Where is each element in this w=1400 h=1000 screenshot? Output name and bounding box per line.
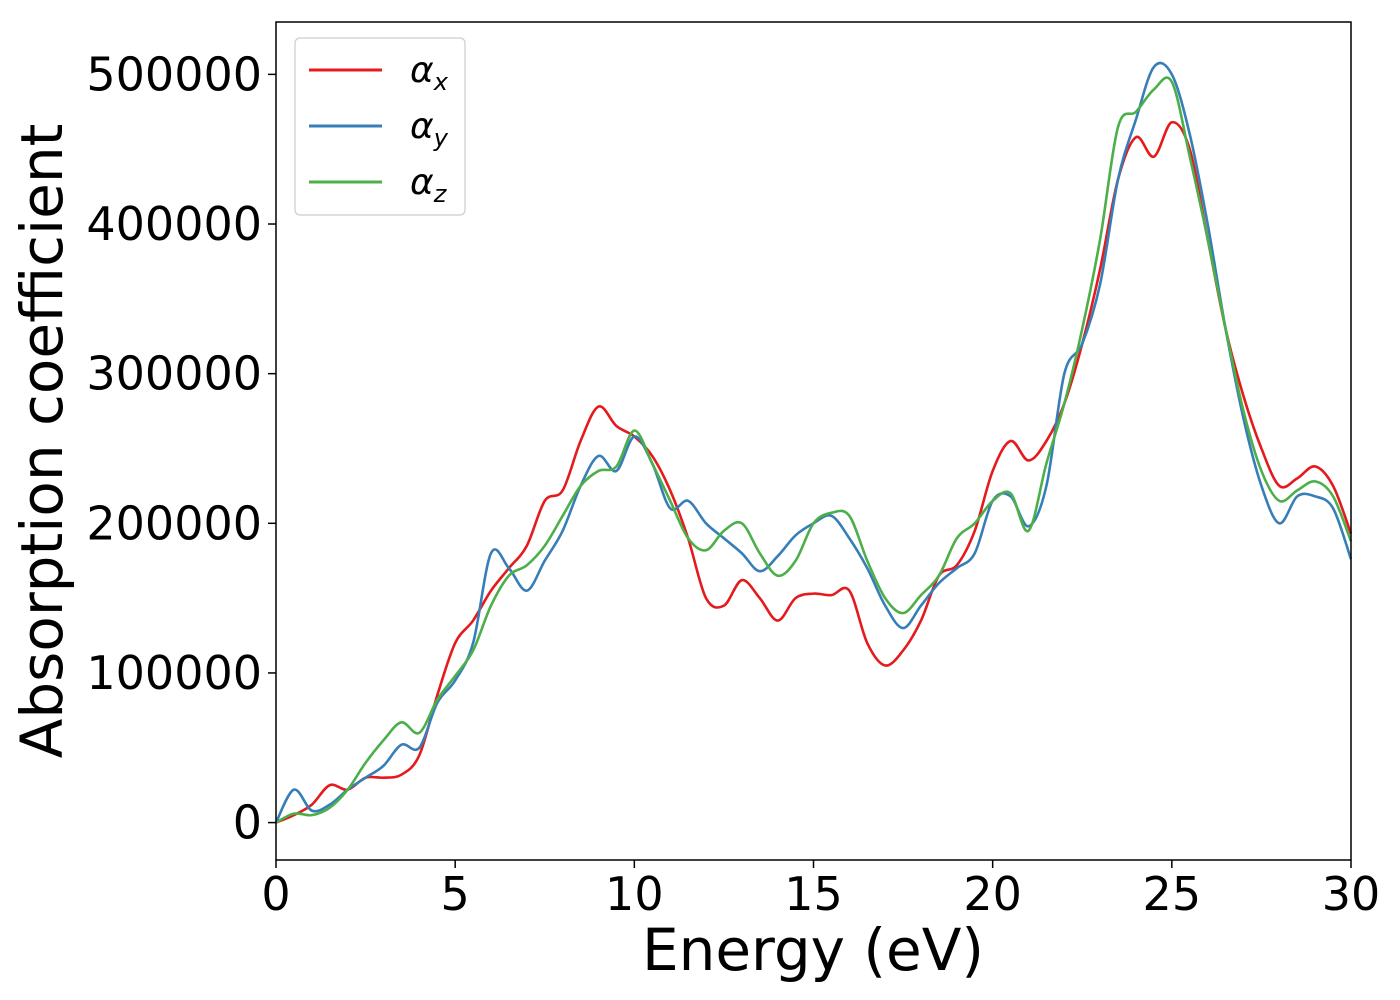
series-line-alpha-y — [274, 61, 1353, 824]
x-tick-label: 15 — [784, 867, 843, 921]
y-tick-label: 400000 — [86, 197, 262, 251]
y-tick-label: 500000 — [86, 47, 262, 101]
y-tick-label: 100000 — [86, 646, 262, 700]
y-tick-label: 300000 — [86, 347, 262, 401]
x-tick-label: 10 — [605, 867, 664, 921]
legend-label-alpha-x: αx — [410, 50, 449, 96]
x-tick-label: 5 — [441, 867, 470, 921]
x-tick-label: 30 — [1322, 867, 1381, 921]
series-layer — [274, 61, 1353, 824]
x-tick-label: 20 — [963, 867, 1022, 921]
y-tick-label: 0 — [233, 796, 262, 850]
y-tick-label: 200000 — [86, 496, 262, 550]
legend: αx αy αz — [294, 37, 466, 216]
legend-label-alpha-z: αz — [410, 162, 448, 208]
x-tick-label: 0 — [261, 867, 290, 921]
series-line-alpha-z — [275, 76, 1353, 824]
y-axis-label: Absorption coefficient — [8, 124, 76, 759]
y-axis-ticks: 0 100000 200000 300000 400000 500000 — [86, 47, 276, 850]
x-tick-label: 25 — [1143, 867, 1202, 921]
x-axis-ticks: 0 5 10 15 20 25 30 — [261, 860, 1380, 921]
x-axis-label: Energy (eV) — [642, 916, 984, 984]
series-line-alpha-x — [275, 120, 1353, 824]
legend-label-alpha-y: αy — [410, 106, 449, 152]
